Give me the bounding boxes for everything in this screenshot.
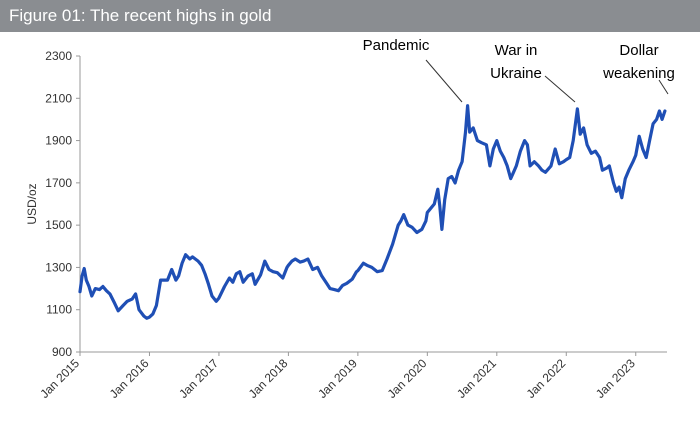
x-tick-label: Jan 2018 bbox=[246, 356, 291, 401]
annotation-label: weakening bbox=[602, 65, 675, 82]
x-tick-label: Jan 2017 bbox=[176, 356, 221, 401]
y-tick-label: 2100 bbox=[45, 91, 72, 105]
y-tick-label: 900 bbox=[52, 345, 72, 359]
annotation-label: War in bbox=[495, 42, 538, 59]
x-tick-label: Jan 2019 bbox=[315, 356, 360, 401]
plot-area bbox=[78, 104, 667, 320]
chart-title-bar: Figure 01: The recent highs in gold bbox=[0, 0, 700, 32]
y-tick-label: 1900 bbox=[45, 134, 72, 148]
y-tick-label: 1700 bbox=[45, 176, 72, 190]
y-tick-label: 1500 bbox=[45, 218, 72, 232]
chart-title: Figure 01: The recent highs in gold bbox=[9, 6, 272, 25]
annotation-label: Ukraine bbox=[490, 65, 542, 82]
annotation-label: Pandemic bbox=[363, 37, 430, 54]
x-tick-label: Jan 2020 bbox=[385, 356, 430, 401]
y-axis-label: USD/oz bbox=[25, 183, 39, 224]
x-tick-label: Jan 2021 bbox=[454, 356, 499, 401]
y-tick-label: 1100 bbox=[46, 303, 72, 317]
gold-price-line-chart: 900 1100 1300 1500 1700 1900 2100 2300 Jan 2015 J… bbox=[25, 37, 675, 401]
y-tick-label: 1300 bbox=[45, 260, 72, 274]
annotation-leader-line bbox=[658, 79, 669, 95]
annotation-leader-line bbox=[544, 75, 576, 103]
x-tick-label: Jan 2015 bbox=[37, 356, 82, 401]
y-tick-label: 2300 bbox=[45, 49, 72, 63]
gold-price-series-line bbox=[78, 104, 667, 320]
annotation-leader-line bbox=[425, 59, 463, 103]
x-tick-label: Jan 2016 bbox=[107, 356, 152, 401]
annotation-label: Dollar bbox=[619, 42, 658, 59]
x-tick-label: Jan 2022 bbox=[524, 356, 569, 401]
chart-axes: 900 1100 1300 1500 1700 1900 2100 2300 Jan 2015 J… bbox=[25, 49, 667, 401]
chart-annotations: Pandemic War in Ukraine Dollar weakening bbox=[363, 37, 675, 103]
x-tick-label: Jan 2023 bbox=[593, 356, 638, 401]
